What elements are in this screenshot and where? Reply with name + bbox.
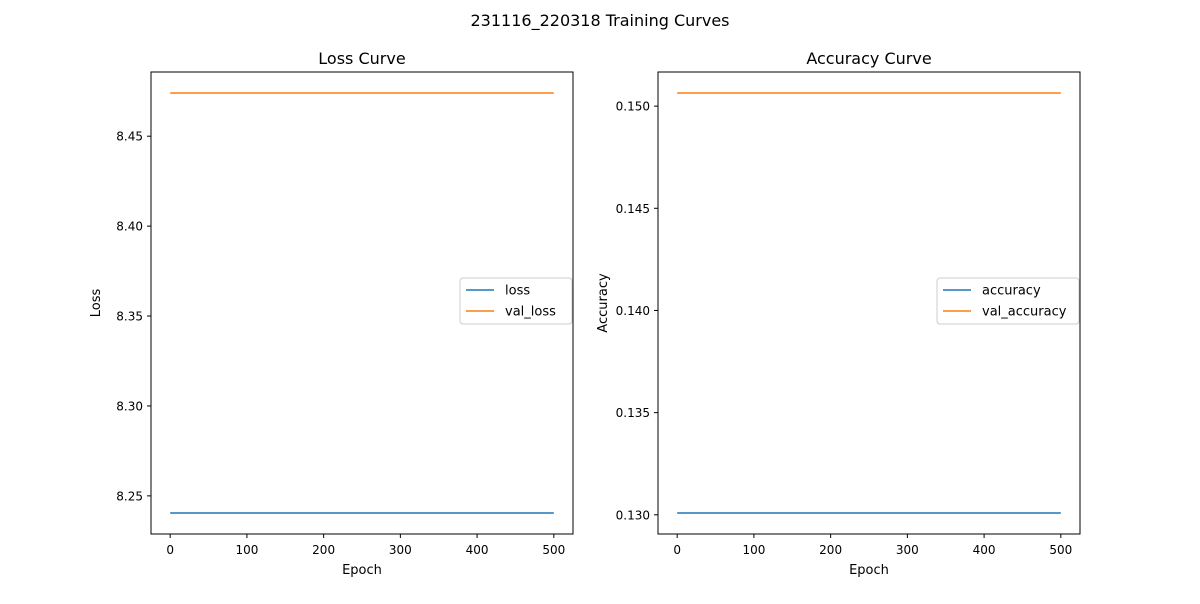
legend-label-loss: loss [505,284,530,299]
legend: accuracy val_accuracy [936,277,1080,325]
y-axis-label: Loss [89,289,104,318]
y-tick-label: 8.25 [116,489,143,503]
y-tick-label: 0.145 [616,202,650,216]
plot-frame [657,71,1081,535]
chart-panel-2: Accuracy Curve 0 100 200 300 400 500 0.130 0.135… [596,49,1081,578]
legend-label-val_accuracy: val_accuracy [982,305,1067,320]
y-tick-label: 0.150 [616,100,650,114]
figure-suptitle: 231116_220318 Training Curves [471,11,730,31]
x-tick-label: 200 [819,543,842,557]
y-tick-label: 0.135 [616,406,650,420]
chart-title: Accuracy Curve [806,49,931,68]
legend-box [936,277,1080,325]
x-tick-label: 100 [235,543,258,557]
legend-label-val_loss: val_loss [505,305,556,320]
x-tick-label: 400 [466,543,489,557]
x-tick-label: 200 [312,543,335,557]
y-axis-label: Accuracy [596,273,611,333]
y-tick-label: 8.30 [116,399,143,413]
y-tick-label: 8.35 [116,310,143,324]
legend: loss val_loss [459,277,573,325]
plot-frame [150,71,574,535]
x-tick-label: 300 [896,543,919,557]
x-tick-label: 0 [673,543,681,557]
x-tick-label: 0 [166,543,174,557]
y-tick-label: 0.140 [616,304,650,318]
y-tick-label: 8.45 [116,130,143,144]
x-tick-label: 100 [742,543,765,557]
x-tick-label: 500 [542,543,565,557]
legend-label-accuracy: accuracy [982,284,1041,299]
x-tick-label: 300 [389,543,412,557]
y-tick-label: 0.130 [616,508,650,522]
y-tick-label: 8.40 [116,220,143,234]
x-tick-label: 400 [973,543,996,557]
x-axis-label: Epoch [849,563,889,578]
x-tick-label: 500 [1049,543,1072,557]
x-axis-label: Epoch [342,563,382,578]
chart-title: Loss Curve [318,49,405,68]
chart-panel-1: Loss Curve 0 100 200 300 400 500 8.25 8.30 8.35 8.… [89,49,574,578]
